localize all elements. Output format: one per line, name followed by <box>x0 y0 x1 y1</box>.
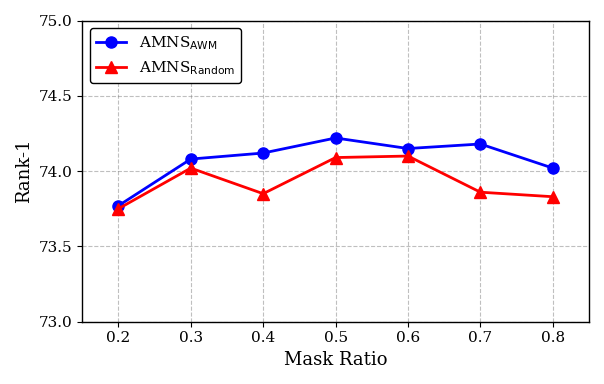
AMNS$_{\mathrm{Random}}$ <box>260 191 267 196</box>
AMNS$_{\mathrm{Random}}$ <box>404 154 411 158</box>
Line: AMNS$_{\mathrm{AWM}}$: AMNS$_{\mathrm{AWM}}$ <box>113 132 558 211</box>
AMNS$_{\mathrm{Random}}$ <box>549 194 556 199</box>
AMNS$_{\mathrm{Random}}$ <box>115 207 122 211</box>
AMNS$_{\mathrm{Random}}$ <box>332 155 339 160</box>
AMNS$_{\mathrm{Random}}$ <box>477 190 484 195</box>
AMNS$_{\mathrm{AWM}}$ <box>187 157 194 161</box>
X-axis label: Mask Ratio: Mask Ratio <box>284 351 387 369</box>
Legend: AMNS$_{\mathrm{AWM}}$, AMNS$_{\mathrm{Random}}$: AMNS$_{\mathrm{AWM}}$, AMNS$_{\mathrm{Ra… <box>90 28 241 83</box>
AMNS$_{\mathrm{AWM}}$ <box>549 166 556 170</box>
AMNS$_{\mathrm{AWM}}$ <box>115 204 122 208</box>
AMNS$_{\mathrm{AWM}}$ <box>332 136 339 140</box>
AMNS$_{\mathrm{AWM}}$ <box>404 146 411 151</box>
AMNS$_{\mathrm{Random}}$ <box>187 166 194 170</box>
AMNS$_{\mathrm{AWM}}$ <box>477 142 484 146</box>
AMNS$_{\mathrm{AWM}}$ <box>260 151 267 156</box>
Line: AMNS$_{\mathrm{Random}}$: AMNS$_{\mathrm{Random}}$ <box>113 151 558 214</box>
Y-axis label: Rank-1: Rank-1 <box>15 139 33 204</box>
